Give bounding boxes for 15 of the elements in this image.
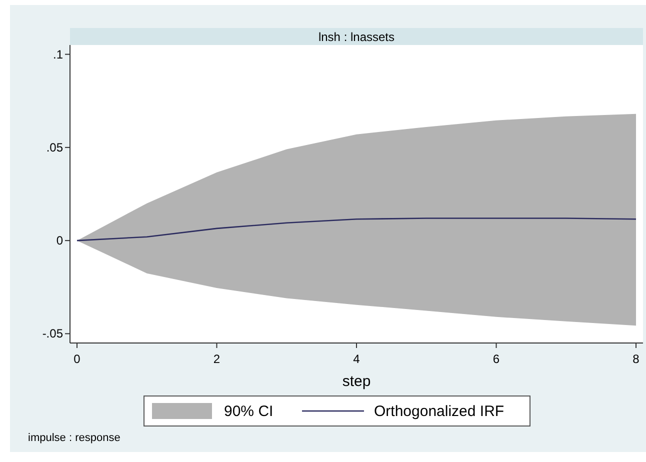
y-tick-label: 0 xyxy=(56,234,64,248)
x-tick-label: 0 xyxy=(74,352,81,366)
x-tick-label: 8 xyxy=(632,352,640,366)
line-series xyxy=(76,218,637,242)
text: 90% CI xyxy=(224,403,274,420)
x-axis-title: step xyxy=(342,373,371,390)
y-tick-label: .05 xyxy=(46,140,64,154)
y-tick-label: .1 xyxy=(52,47,64,62)
chart-title: lnsh : lnassets xyxy=(318,30,395,44)
x-tick-label: 2 xyxy=(213,352,220,366)
x-tick-label: 6 xyxy=(492,352,500,366)
text: impulse : response xyxy=(28,432,120,444)
y-tick-label: -.05 xyxy=(42,326,64,341)
x-tick-label: 4 xyxy=(353,352,360,366)
legend-label: Orthogonalized IRF xyxy=(374,403,504,420)
